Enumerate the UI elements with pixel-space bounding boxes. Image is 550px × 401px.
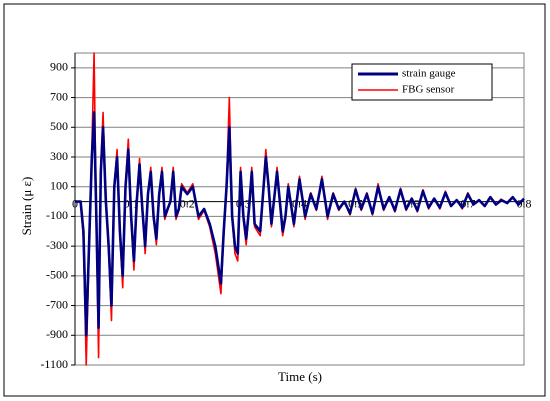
y-tick-label: 300 <box>50 149 68 163</box>
y-tick-label: -300 <box>46 238 68 252</box>
y-tick-label: 100 <box>50 178 68 192</box>
data-line <box>75 111 525 337</box>
y-tick-label: 700 <box>50 89 68 103</box>
x-tick-label: 0.2 <box>180 196 195 210</box>
y-tick-label: 900 <box>50 60 68 74</box>
y-tick-label: -500 <box>46 268 68 282</box>
plot-area <box>74 52 525 366</box>
y-tick-label: -700 <box>46 297 68 311</box>
data-line <box>75 52 503 366</box>
y-axis-title: Strain (μ ε) <box>19 177 34 236</box>
x-tick-label: 0 <box>72 196 78 210</box>
legend-label: FBG sensor <box>402 84 455 96</box>
x-axis-title: Time (s) <box>278 369 322 384</box>
legend-box <box>351 63 493 101</box>
x-tick-label: 0.8 <box>517 196 532 210</box>
y-tick-label: 500 <box>50 119 68 133</box>
legend-label: strain gauge <box>402 68 456 80</box>
y-tick-label: -1100 <box>40 357 68 371</box>
y-tick-label: -900 <box>46 327 68 341</box>
y-tick-label: -100 <box>46 208 68 222</box>
